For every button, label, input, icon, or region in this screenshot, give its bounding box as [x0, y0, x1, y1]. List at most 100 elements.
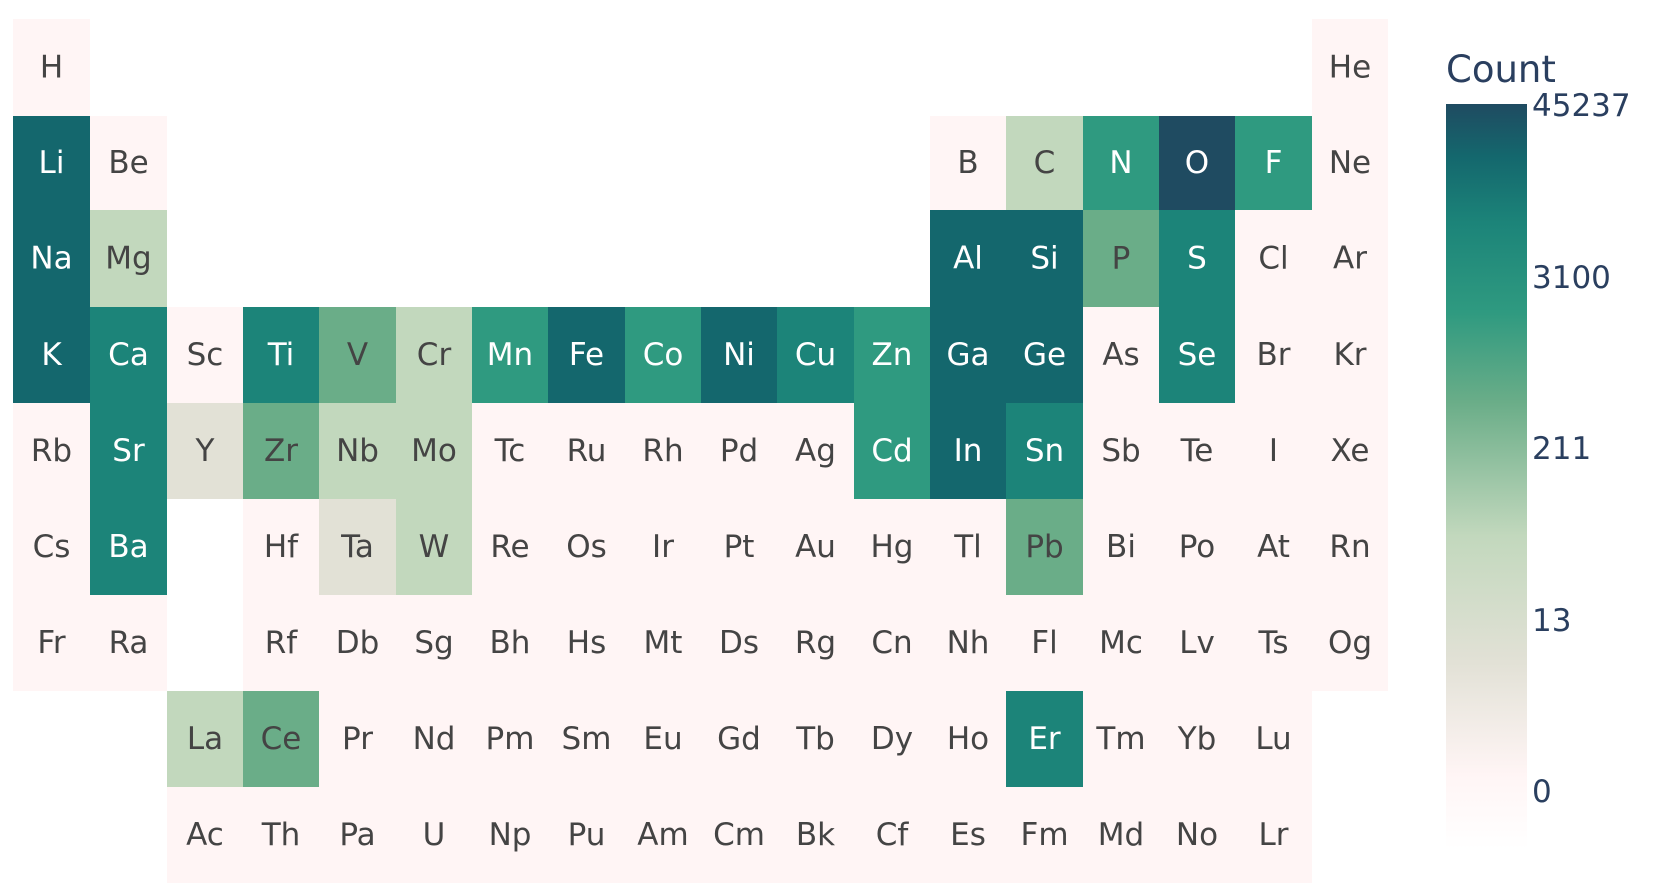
cell-label-yb: Yb — [1177, 721, 1217, 757]
cell-sb — [1083, 403, 1159, 499]
cell-os — [548, 499, 625, 595]
cell-ta — [319, 499, 396, 595]
cell-label-se: Se — [1178, 337, 1217, 373]
cell-hs — [548, 595, 625, 691]
cell-label-co: Co — [643, 337, 684, 373]
cell-label-ho: Ho — [947, 721, 989, 757]
cell-label-h: H — [40, 50, 63, 86]
cell-label-p: P — [1112, 241, 1131, 277]
cell-ar — [1312, 210, 1388, 307]
cell-hg — [854, 499, 930, 595]
cell-label-am: Am — [637, 817, 688, 853]
cell-label-fr: Fr — [37, 625, 66, 661]
cell-md — [1083, 787, 1159, 883]
cell-cn — [854, 595, 930, 691]
cell-ac — [167, 787, 243, 883]
cell-label-cd: Cd — [871, 433, 912, 469]
cell-ti — [243, 307, 319, 403]
colorbar-tick-211: 211 — [1532, 431, 1591, 467]
cell-label-pm: Pm — [486, 721, 535, 757]
cell-label-db: Db — [336, 625, 380, 661]
cell-pd — [701, 403, 777, 499]
cell-na — [13, 210, 90, 307]
cell-as — [1083, 307, 1159, 403]
cell-ni — [701, 307, 777, 403]
cell-label-hf: Hf — [264, 529, 299, 565]
cell-label-mn: Mn — [487, 337, 533, 373]
cell-label-cs: Cs — [33, 529, 71, 565]
cell-label-gd: Gd — [717, 721, 761, 757]
cell-fm — [1006, 787, 1083, 883]
cell-ra — [90, 595, 167, 691]
cell-zn — [854, 307, 930, 403]
cell-at — [1235, 499, 1312, 595]
cell-mt — [625, 595, 701, 691]
cell-label-lr: Lr — [1258, 817, 1288, 853]
cell-pm — [472, 691, 548, 787]
cell-label-o: O — [1185, 145, 1209, 181]
cell-label-sc: Sc — [187, 337, 224, 373]
cell-be — [90, 116, 167, 210]
cell-db — [319, 595, 396, 691]
cell-label-ca: Ca — [108, 337, 149, 373]
cell-label-sn: Sn — [1025, 433, 1064, 469]
cell-zr — [243, 403, 319, 499]
cell-bh — [472, 595, 548, 691]
cell-fe — [548, 307, 625, 403]
cell-fr — [13, 595, 90, 691]
cell-label-c: C — [1034, 145, 1056, 181]
cell-label-md: Md — [1098, 817, 1144, 853]
colorbar-gradient — [1446, 104, 1527, 849]
cell-label-lv: Lv — [1179, 625, 1215, 661]
cell-label-au: Au — [795, 529, 836, 565]
cell-label-v: V — [347, 337, 368, 373]
cell-label-pd: Pd — [720, 433, 758, 469]
cell-cf — [854, 787, 930, 883]
cell-label-b: B — [957, 145, 978, 181]
cell-ho — [930, 691, 1006, 787]
cell-label-og: Og — [1328, 625, 1372, 661]
cell-label-tl: Tl — [953, 529, 982, 565]
cell-rn — [1312, 499, 1388, 595]
cell-label-np: Np — [489, 817, 532, 853]
cell-pb — [1006, 499, 1083, 595]
cell-label-tb: Tb — [795, 721, 835, 757]
cell-label-rb: Rb — [31, 433, 72, 469]
cell-rh — [625, 403, 701, 499]
cell-label-mo: Mo — [411, 433, 457, 469]
cell-eu — [625, 691, 701, 787]
cell-label-kr: Kr — [1333, 337, 1366, 373]
cell-b — [930, 116, 1006, 210]
cell-no — [1159, 787, 1235, 883]
cell-label-ta: Ta — [340, 529, 374, 565]
cell-in — [930, 403, 1006, 499]
cell-bk — [777, 787, 854, 883]
cell-label-er: Er — [1028, 721, 1061, 757]
cell-re — [472, 499, 548, 595]
cell-he — [1312, 19, 1388, 116]
cell-ce — [243, 691, 319, 787]
cell-label-ds: Ds — [719, 625, 759, 661]
cell-dy — [854, 691, 930, 787]
cell-sn — [1006, 403, 1083, 499]
cell-rg — [777, 595, 854, 691]
cell-p — [1083, 210, 1159, 307]
cell-label-fl: Fl — [1031, 625, 1057, 661]
cell-kr — [1312, 307, 1388, 403]
cell-label-ge: Ge — [1023, 337, 1066, 373]
cell-label-la: La — [187, 721, 223, 757]
cell-label-he: He — [1329, 50, 1371, 86]
cell-pa — [319, 787, 396, 883]
cell-c — [1006, 116, 1083, 210]
cell-label-rg: Rg — [795, 625, 836, 661]
cell-label-ne: Ne — [1329, 145, 1371, 181]
cell-cu — [777, 307, 854, 403]
cell-label-pu: Pu — [568, 817, 606, 853]
cell-cr — [396, 307, 472, 403]
cell-label-bi: Bi — [1106, 529, 1136, 565]
cell-label-ga: Ga — [946, 337, 989, 373]
cell-lv — [1159, 595, 1235, 691]
cell-label-tm: Tm — [1095, 721, 1145, 757]
cell-tb — [777, 691, 854, 787]
cell-ag — [777, 403, 854, 499]
